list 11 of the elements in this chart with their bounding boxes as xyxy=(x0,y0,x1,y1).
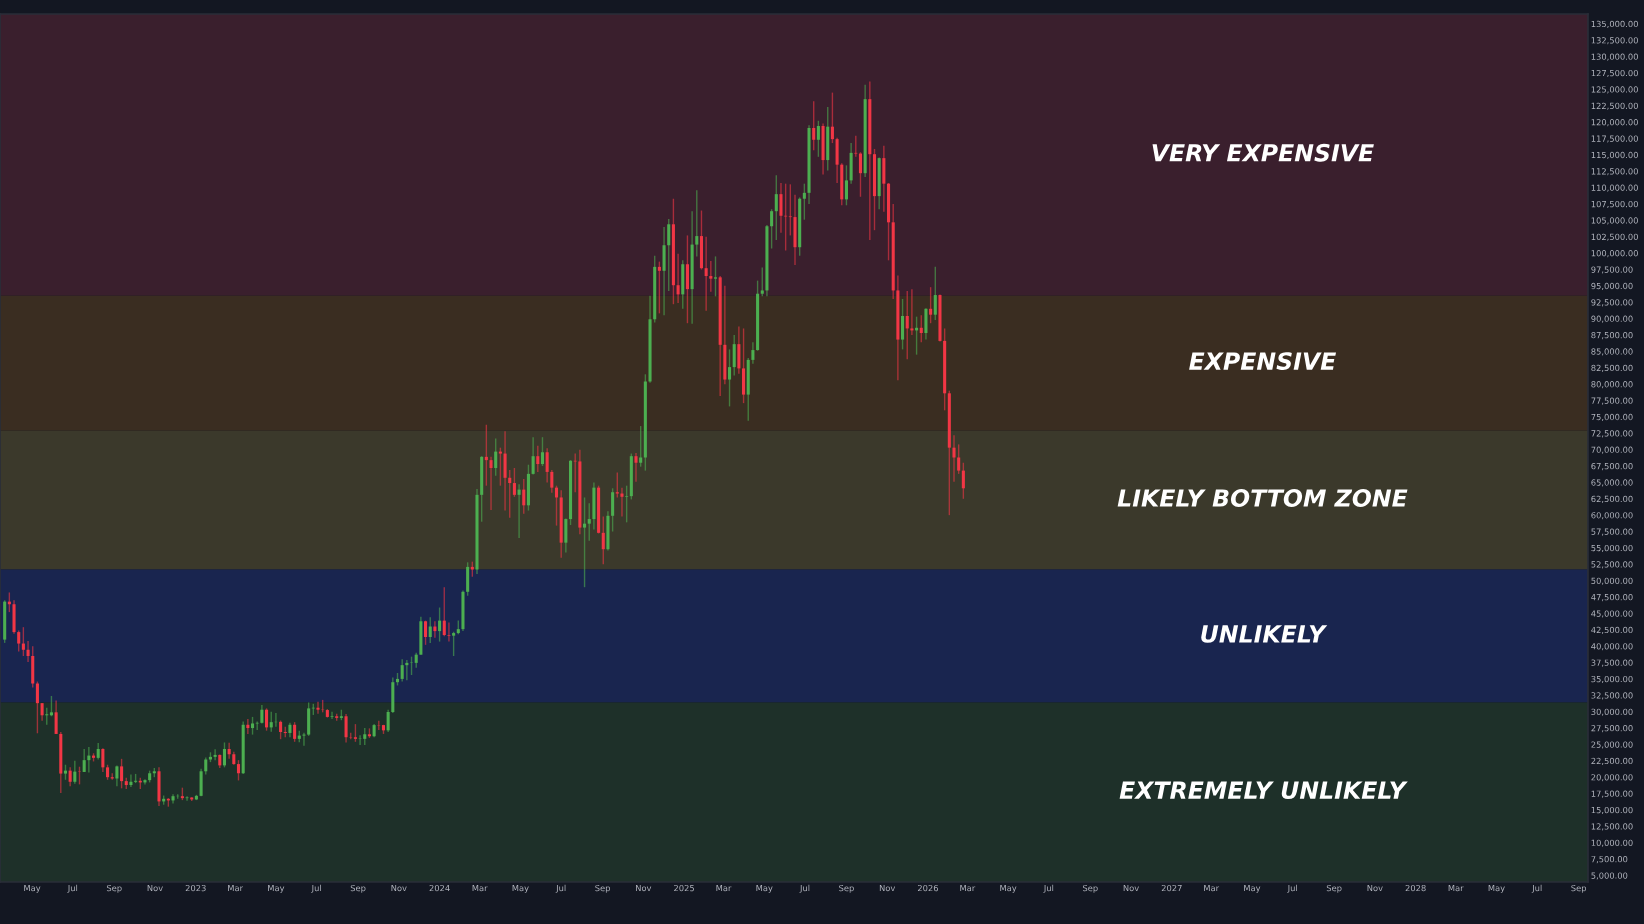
band-label: EXTREMELY UNLIKELY xyxy=(1119,781,1408,800)
candlestick xyxy=(213,748,217,761)
band-label: LIKELY BOTTOM ZONE xyxy=(1117,489,1408,507)
candlestick xyxy=(246,718,250,735)
band-label: VERY EXPENSIVE xyxy=(1152,143,1374,162)
candlestick xyxy=(227,742,231,760)
band-label: EXPENSIVE xyxy=(1189,352,1337,371)
candlestick xyxy=(129,773,133,788)
band-label: UNLIKELY xyxy=(1201,625,1328,643)
candlestick xyxy=(316,701,320,715)
candlestick xyxy=(302,731,306,747)
